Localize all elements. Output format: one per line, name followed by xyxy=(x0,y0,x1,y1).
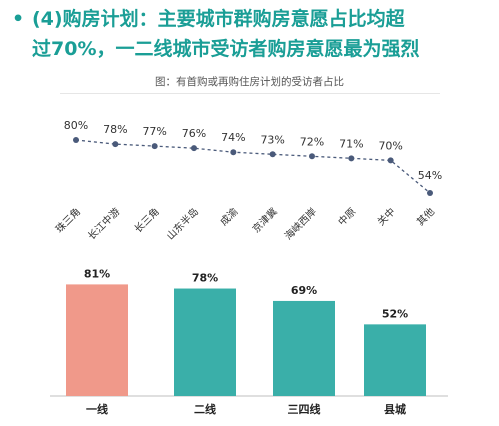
headline: • (4)购房计划：主要城市群购房意愿占比均超 过70%，一二线城市受访者购房意愿… xyxy=(12,4,494,64)
line-series xyxy=(75,139,431,194)
bar-data-label-1: 81% xyxy=(84,267,110,280)
headline-line-2: 过70%，一二线城市受访者购房意愿最为强烈 xyxy=(32,38,420,60)
line-data-label-9: 70% xyxy=(378,139,402,152)
line-data-label-10: 54% xyxy=(418,169,442,182)
bar-1 xyxy=(66,284,128,396)
line-point-2 xyxy=(112,141,119,148)
line-category-label-5: 成渝 xyxy=(217,205,240,228)
bar-data-label-3: 69% xyxy=(291,284,317,297)
bar-2 xyxy=(174,288,236,396)
line-category-label-7: 海峡西岸 xyxy=(282,205,319,242)
bar-4 xyxy=(364,324,426,396)
title-divider xyxy=(60,93,440,94)
line-data-label-4: 76% xyxy=(182,127,206,140)
line-point-10 xyxy=(427,190,433,196)
line-point-8 xyxy=(348,155,355,162)
line-category-label-8: 中原 xyxy=(335,205,358,228)
line-chart-title: 图：有首购或再购住房计划的受访者占比 xyxy=(155,76,344,88)
line-point-6 xyxy=(269,151,276,158)
bar-data-label-2: 78% xyxy=(192,272,218,285)
line-category-label-9: 关中 xyxy=(374,205,397,228)
line-data-label-6: 73% xyxy=(260,133,284,146)
bar-category-label-1: 一线 xyxy=(86,402,108,416)
line-category-label-4: 山东半岛 xyxy=(164,205,201,242)
line-category-label-2: 长江中游 xyxy=(85,205,122,242)
line-point-4 xyxy=(191,145,197,152)
headline-line-1: (4)购房计划：主要城市群购房意愿占比均超 xyxy=(32,8,405,30)
line-point-1 xyxy=(73,137,79,143)
bar-data-label-4: 52% xyxy=(382,307,408,320)
line-point-9 xyxy=(387,157,394,164)
line-category-label-6: 京津冀 xyxy=(249,205,279,235)
line-category-label-1: 珠三角 xyxy=(53,205,83,235)
line-data-label-3: 77% xyxy=(142,125,166,138)
bullet-icon: • xyxy=(12,8,25,30)
line-data-label-2: 78% xyxy=(103,123,127,136)
line-category-label-10: 其他 xyxy=(414,205,437,228)
line-data-label-8: 71% xyxy=(339,137,363,150)
line-data-label-7: 72% xyxy=(300,135,324,148)
line-category-label-3: 长三角 xyxy=(132,206,162,236)
bar-category-label-2: 二线 xyxy=(194,402,216,416)
line-point-7 xyxy=(309,153,315,160)
line-data-label-1: 80% xyxy=(64,119,88,132)
bar-3 xyxy=(273,300,335,396)
bar-category-label-3: 三四线 xyxy=(288,402,321,416)
bar-category-label-4: 县城 xyxy=(384,402,406,416)
line-point-3 xyxy=(151,143,158,150)
line-point-5 xyxy=(230,149,237,156)
line-data-label-5: 74% xyxy=(221,131,245,144)
